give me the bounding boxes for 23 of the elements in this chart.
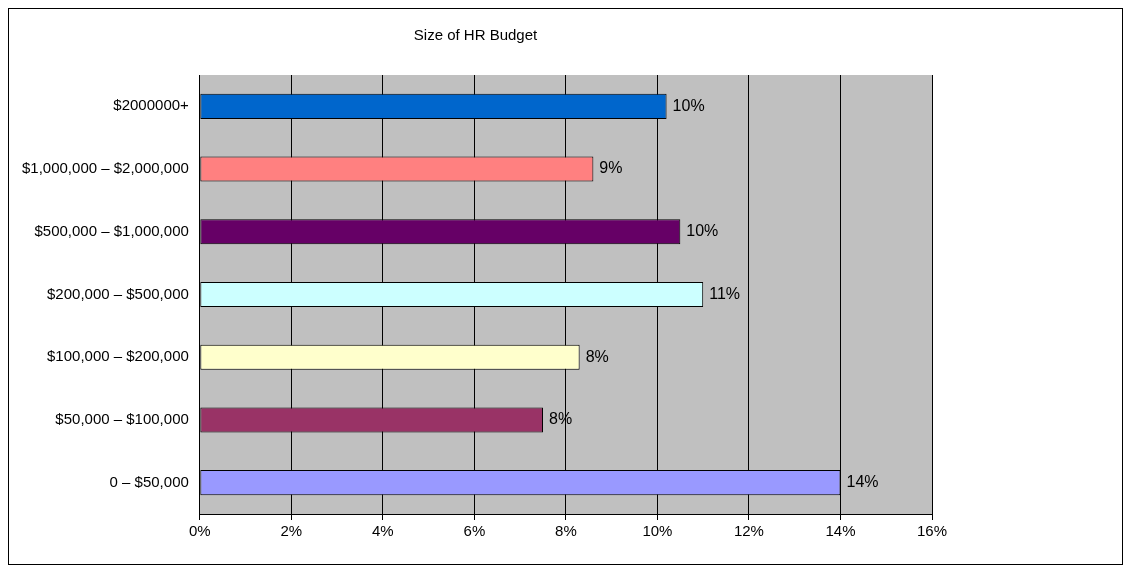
y-tick-label: $100,000 – $200,000 xyxy=(47,347,189,365)
y-tick-label: $200,000 – $500,000 xyxy=(47,284,189,302)
x-tick-label: 4% xyxy=(372,522,394,540)
data-label: 10% xyxy=(686,222,719,240)
y-tick-label: $50,000 – $100,000 xyxy=(55,410,189,428)
data-label: 14% xyxy=(846,473,879,491)
x-tick-label: 6% xyxy=(463,522,486,540)
data-label: 11% xyxy=(709,284,741,302)
x-tick-label: 8% xyxy=(555,522,577,540)
y-tick-label: 0 – $50,000 xyxy=(109,472,189,490)
y-tick-label: $1,000,000 – $2,000,000 xyxy=(22,159,189,177)
x-tick-label: 2% xyxy=(280,522,303,540)
data-label: 8% xyxy=(585,347,609,365)
x-tick-label: 12% xyxy=(733,522,764,540)
x-tick-label: 16% xyxy=(916,522,948,540)
x-tick-label: 14% xyxy=(825,522,856,540)
data-label: 10% xyxy=(672,96,705,114)
y-tick-label: $2000000+ xyxy=(113,96,190,114)
data-label: 9% xyxy=(599,159,623,177)
x-tick-label: 0% xyxy=(188,522,211,540)
x-tick-label: 10% xyxy=(642,522,673,540)
y-tick-label: $500,000 – $1,000,000 xyxy=(34,221,189,239)
chart-title: Size of HR Budget xyxy=(413,26,539,44)
